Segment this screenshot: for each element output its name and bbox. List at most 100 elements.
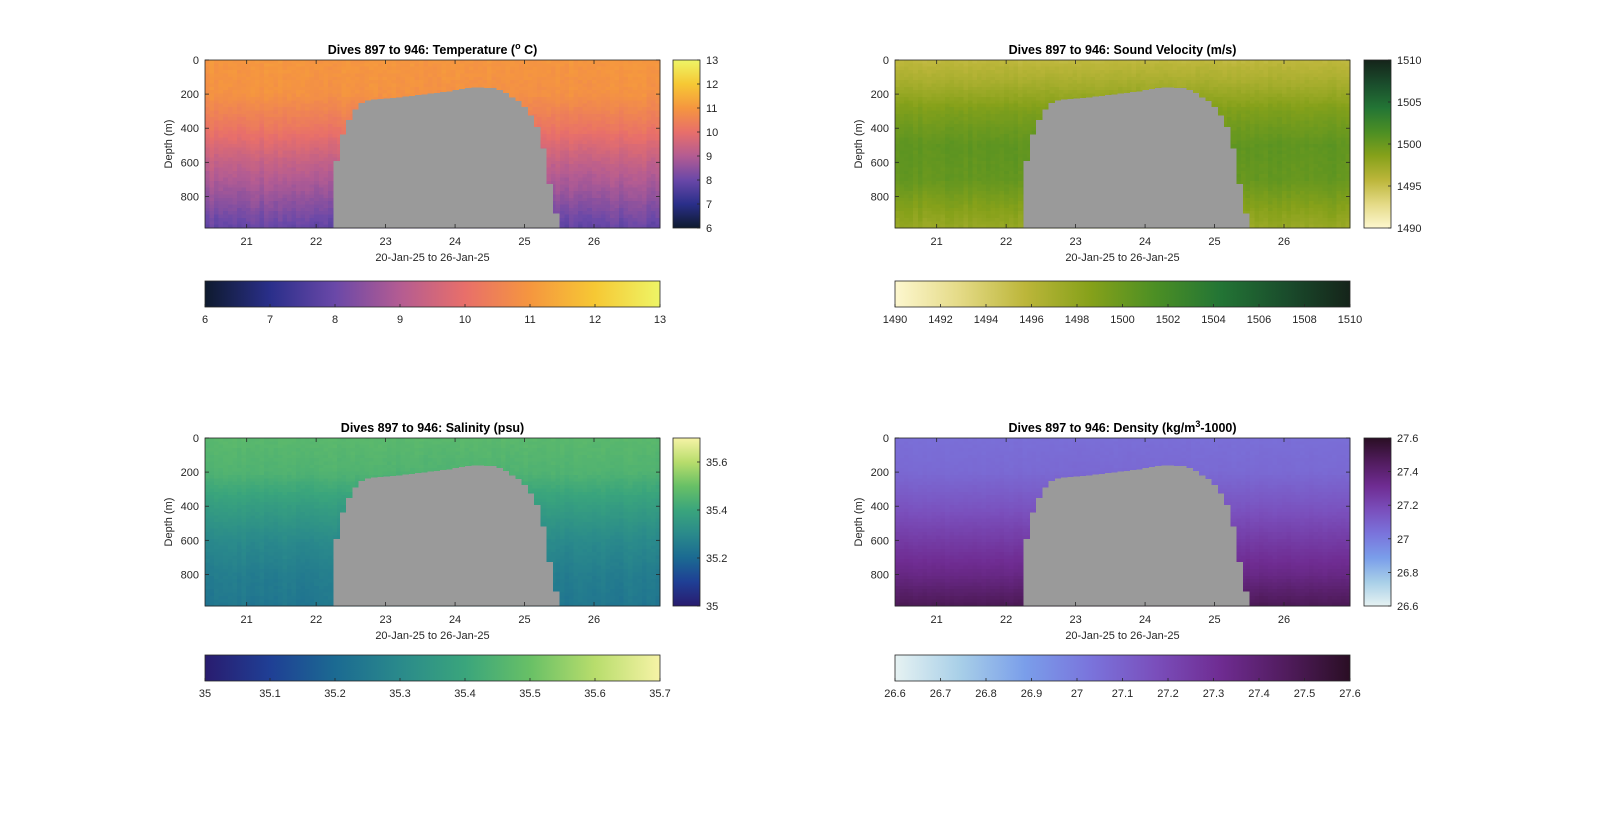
heatmap-cell <box>214 214 220 219</box>
heatmap-cell <box>600 164 606 169</box>
heatmap-cell <box>245 177 252 182</box>
heatmap-cell <box>623 194 629 199</box>
heatmap-cell <box>227 164 233 169</box>
heatmap-cell <box>605 167 611 172</box>
heatmap-cell <box>569 80 575 85</box>
heatmap-cell <box>541 96 547 101</box>
heatmap-cell <box>296 80 302 85</box>
heatmap-cell <box>318 80 324 85</box>
heatmap-cell <box>382 66 388 71</box>
heatmap-cell <box>555 103 561 108</box>
heatmap-cell <box>628 197 634 202</box>
heatmap-cell <box>650 110 657 115</box>
heatmap-cell <box>282 177 288 182</box>
heatmap-cell <box>218 150 224 155</box>
heatmap-cell <box>600 133 606 138</box>
heatmap-cell <box>241 130 247 135</box>
heatmap-cell <box>569 174 575 179</box>
heatmap-cell <box>327 177 333 182</box>
heatmap-cell <box>564 217 570 222</box>
heatmap-cell <box>286 207 293 212</box>
heatmap-cell <box>323 83 329 88</box>
heatmap-cell <box>277 154 283 159</box>
heatmap-cell <box>273 86 279 91</box>
heatmap-cell <box>591 191 597 195</box>
heatmap-cell <box>300 217 306 222</box>
heatmap-cell <box>209 194 215 199</box>
heatmap-cell <box>532 96 538 101</box>
heatmap-cell <box>564 154 570 159</box>
heatmap-cell <box>509 73 515 78</box>
heatmap-cell <box>305 73 311 78</box>
heatmap-cell <box>569 194 575 199</box>
heatmap-cell <box>355 66 361 71</box>
heatmap-cell <box>236 184 242 189</box>
heatmap-cell <box>632 133 638 138</box>
heatmap-cell <box>300 170 306 175</box>
heatmap-cell <box>250 123 256 128</box>
heatmap-cell <box>600 180 606 185</box>
heatmap-cell <box>500 66 506 71</box>
heatmap-cell <box>573 66 579 71</box>
heatmap-cell <box>296 60 302 64</box>
heatmap-cell <box>232 113 238 118</box>
heatmap-cell <box>264 123 270 128</box>
heatmap-cell <box>646 191 652 195</box>
heatmap-cell <box>632 191 638 195</box>
heatmap-cell <box>487 66 493 71</box>
heatmap-cell <box>209 110 215 115</box>
heatmap-cell <box>437 60 443 64</box>
heatmap-cell <box>245 113 252 118</box>
heatmap-cell <box>546 63 552 68</box>
heatmap-cell <box>227 150 233 155</box>
heatmap-cell <box>286 93 293 98</box>
heatmap-cell <box>532 76 538 81</box>
heatmap-cell <box>282 154 288 159</box>
heatmap-cell <box>550 144 556 148</box>
heatmap-cell <box>587 83 593 88</box>
heatmap-cell <box>600 113 606 118</box>
heatmap-cell <box>382 86 388 91</box>
heatmap-cell <box>578 103 584 108</box>
heatmap-cell <box>655 177 661 182</box>
heatmap-cell <box>464 76 470 81</box>
heatmap-cell <box>505 83 511 88</box>
heatmap-cell <box>437 73 443 78</box>
heatmap-cell <box>619 100 625 105</box>
heatmap-cell <box>264 86 270 91</box>
heatmap-cell <box>314 147 320 152</box>
heatmap-cell <box>555 100 561 105</box>
heatmap-cell <box>255 110 261 115</box>
heatmap-cell <box>341 127 347 132</box>
heatmap-cell <box>214 147 220 152</box>
heatmap-cell <box>296 70 302 75</box>
heatmap-cell <box>359 70 365 75</box>
heatmap-cell <box>277 184 283 189</box>
heatmap-cell <box>641 180 647 185</box>
heatmap-cell <box>623 86 629 91</box>
heatmap-cell <box>205 207 211 212</box>
heatmap-cell <box>532 83 538 88</box>
heatmap-cell <box>450 83 456 88</box>
heatmap-cell <box>641 184 647 189</box>
heatmap-cell <box>259 80 265 85</box>
heatmap-cell <box>564 140 570 145</box>
heatmap-cell <box>318 221 324 226</box>
heatmap-cell <box>550 127 556 132</box>
heatmap-cell <box>205 90 211 95</box>
heatmap-cell <box>391 73 397 78</box>
heatmap-cell <box>245 184 252 189</box>
heatmap-cell <box>236 83 242 88</box>
heatmap-cell <box>318 76 324 81</box>
heatmap-cell <box>214 76 220 81</box>
heatmap-cell <box>564 201 570 206</box>
heatmap-cell <box>564 80 570 85</box>
heatmap-cell <box>464 70 470 75</box>
heatmap-cell <box>450 60 456 64</box>
heatmap-cell <box>227 191 233 195</box>
heatmap-cell <box>300 76 306 81</box>
heatmap-cell <box>591 164 597 169</box>
heatmap-cell <box>300 197 306 202</box>
heatmap-cell <box>455 76 461 81</box>
heatmap-cell <box>614 221 620 226</box>
